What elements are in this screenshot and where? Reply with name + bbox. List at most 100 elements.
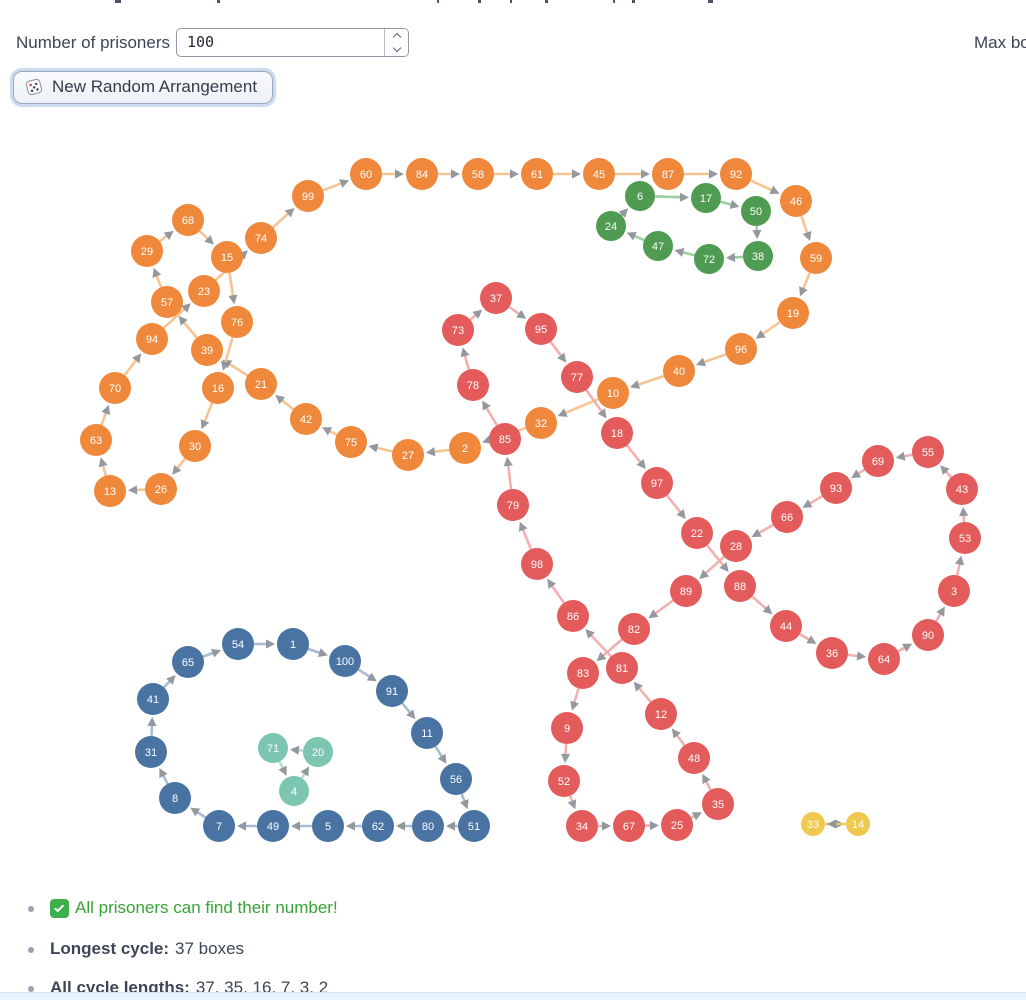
graph-node-14[interactable]: 14: [846, 812, 870, 836]
graph-node-24[interactable]: 24: [596, 211, 626, 241]
graph-node-16[interactable]: 16: [202, 372, 234, 404]
graph-node-61[interactable]: 61: [521, 158, 553, 190]
graph-node-21[interactable]: 21: [245, 368, 277, 400]
graph-node-63[interactable]: 63: [80, 424, 112, 456]
graph-node-53[interactable]: 53: [949, 522, 981, 554]
graph-node-67[interactable]: 67: [613, 810, 645, 842]
graph-node-22[interactable]: 22: [681, 517, 713, 549]
graph-node-97[interactable]: 97: [641, 467, 673, 499]
graph-node-95[interactable]: 95: [525, 313, 557, 345]
graph-node-71[interactable]: 71: [258, 733, 288, 763]
graph-node-57[interactable]: 57: [151, 286, 183, 318]
graph-node-42[interactable]: 42: [290, 403, 322, 435]
graph-node-12[interactable]: 12: [645, 698, 677, 730]
graph-node-54[interactable]: 54: [222, 628, 254, 660]
graph-node-2[interactable]: 2: [449, 432, 481, 464]
graph-node-51[interactable]: 51: [458, 810, 490, 842]
graph-node-52[interactable]: 52: [548, 765, 580, 797]
graph-node-6[interactable]: 6: [625, 181, 655, 211]
graph-node-17[interactable]: 17: [691, 183, 721, 213]
graph-node-66[interactable]: 66: [771, 501, 803, 533]
graph-node-82[interactable]: 82: [618, 613, 650, 645]
graph-node-26[interactable]: 26: [145, 473, 177, 505]
graph-node-64[interactable]: 64: [868, 643, 900, 675]
graph-node-59[interactable]: 59: [800, 242, 832, 274]
graph-node-86[interactable]: 86: [557, 600, 589, 632]
graph-node-29[interactable]: 29: [131, 235, 163, 267]
graph-node-49[interactable]: 49: [257, 810, 289, 842]
graph-node-87[interactable]: 87: [652, 158, 684, 190]
graph-node-80[interactable]: 80: [412, 810, 444, 842]
graph-node-89[interactable]: 89: [670, 575, 702, 607]
graph-node-99[interactable]: 99: [292, 180, 324, 212]
graph-node-20[interactable]: 20: [303, 737, 333, 767]
graph-node-36[interactable]: 36: [816, 637, 848, 669]
graph-node-79[interactable]: 79: [497, 489, 529, 521]
graph-node-94[interactable]: 94: [136, 323, 168, 355]
graph-node-74[interactable]: 74: [245, 222, 277, 254]
graph-node-88[interactable]: 88: [724, 570, 756, 602]
graph-node-90[interactable]: 90: [912, 619, 944, 651]
graph-node-77[interactable]: 77: [561, 361, 593, 393]
graph-node-31[interactable]: 31: [135, 736, 167, 768]
graph-node-50[interactable]: 50: [741, 196, 771, 226]
graph-node-81[interactable]: 81: [606, 652, 638, 684]
graph-node-96[interactable]: 96: [725, 333, 757, 365]
graph-node-19[interactable]: 19: [777, 297, 809, 329]
graph-node-8[interactable]: 8: [159, 782, 191, 814]
graph-node-46[interactable]: 46: [780, 185, 812, 217]
graph-node-44[interactable]: 44: [770, 610, 802, 642]
graph-node-98[interactable]: 98: [521, 548, 553, 580]
graph-node-33[interactable]: 33: [801, 812, 825, 836]
graph-node-75[interactable]: 75: [335, 426, 367, 458]
graph-node-23[interactable]: 23: [188, 275, 220, 307]
graph-node-65[interactable]: 65: [172, 646, 204, 678]
graph-node-34[interactable]: 34: [566, 810, 598, 842]
graph-node-38[interactable]: 38: [743, 241, 773, 271]
graph-node-68[interactable]: 68: [172, 204, 204, 236]
graph-node-15[interactable]: 15: [211, 241, 243, 273]
graph-node-78[interactable]: 78: [457, 369, 489, 401]
graph-node-69[interactable]: 69: [862, 445, 894, 477]
graph-node-37[interactable]: 37: [480, 282, 512, 314]
graph-node-45[interactable]: 45: [583, 158, 615, 190]
graph-node-1[interactable]: 1: [277, 628, 309, 660]
graph-node-83[interactable]: 83: [567, 657, 599, 689]
graph-node-92[interactable]: 92: [720, 158, 752, 190]
graph-node-11[interactable]: 11: [411, 717, 443, 749]
graph-node-18[interactable]: 18: [601, 417, 633, 449]
graph-node-13[interactable]: 13: [94, 475, 126, 507]
graph-node-62[interactable]: 62: [362, 810, 394, 842]
graph-node-55[interactable]: 55: [912, 436, 944, 468]
graph-node-10[interactable]: 10: [597, 377, 629, 409]
graph-node-56[interactable]: 56: [440, 763, 472, 795]
graph-node-39[interactable]: 39: [191, 334, 223, 366]
graph-node-30[interactable]: 30: [179, 430, 211, 462]
graph-node-9[interactable]: 9: [551, 712, 583, 744]
graph-node-40[interactable]: 40: [663, 355, 695, 387]
graph-node-73[interactable]: 73: [442, 314, 474, 346]
graph-node-35[interactable]: 35: [702, 788, 734, 820]
new-random-arrangement-button[interactable]: New Random Arrangement: [13, 71, 274, 104]
graph-node-32[interactable]: 32: [525, 407, 557, 439]
graph-node-43[interactable]: 43: [946, 473, 978, 505]
graph-node-72[interactable]: 72: [694, 244, 724, 274]
graph-node-5[interactable]: 5: [312, 810, 344, 842]
graph-node-100[interactable]: 100: [329, 645, 361, 677]
graph-node-47[interactable]: 47: [643, 231, 673, 261]
graph-node-28[interactable]: 28: [720, 530, 752, 562]
graph-node-25[interactable]: 25: [661, 809, 693, 841]
graph-node-41[interactable]: 41: [137, 683, 169, 715]
graph-node-27[interactable]: 27: [392, 439, 424, 471]
graph-node-91[interactable]: 91: [376, 675, 408, 707]
graph-node-3[interactable]: 3: [938, 575, 970, 607]
graph-node-84[interactable]: 84: [406, 158, 438, 190]
graph-node-60[interactable]: 60: [350, 158, 382, 190]
graph-node-48[interactable]: 48: [678, 742, 710, 774]
graph-node-85[interactable]: 85: [489, 423, 521, 455]
graph-node-76[interactable]: 76: [221, 306, 253, 338]
graph-node-70[interactable]: 70: [99, 372, 131, 404]
graph-node-58[interactable]: 58: [462, 158, 494, 190]
graph-node-93[interactable]: 93: [820, 472, 852, 504]
graph-node-7[interactable]: 7: [203, 810, 235, 842]
